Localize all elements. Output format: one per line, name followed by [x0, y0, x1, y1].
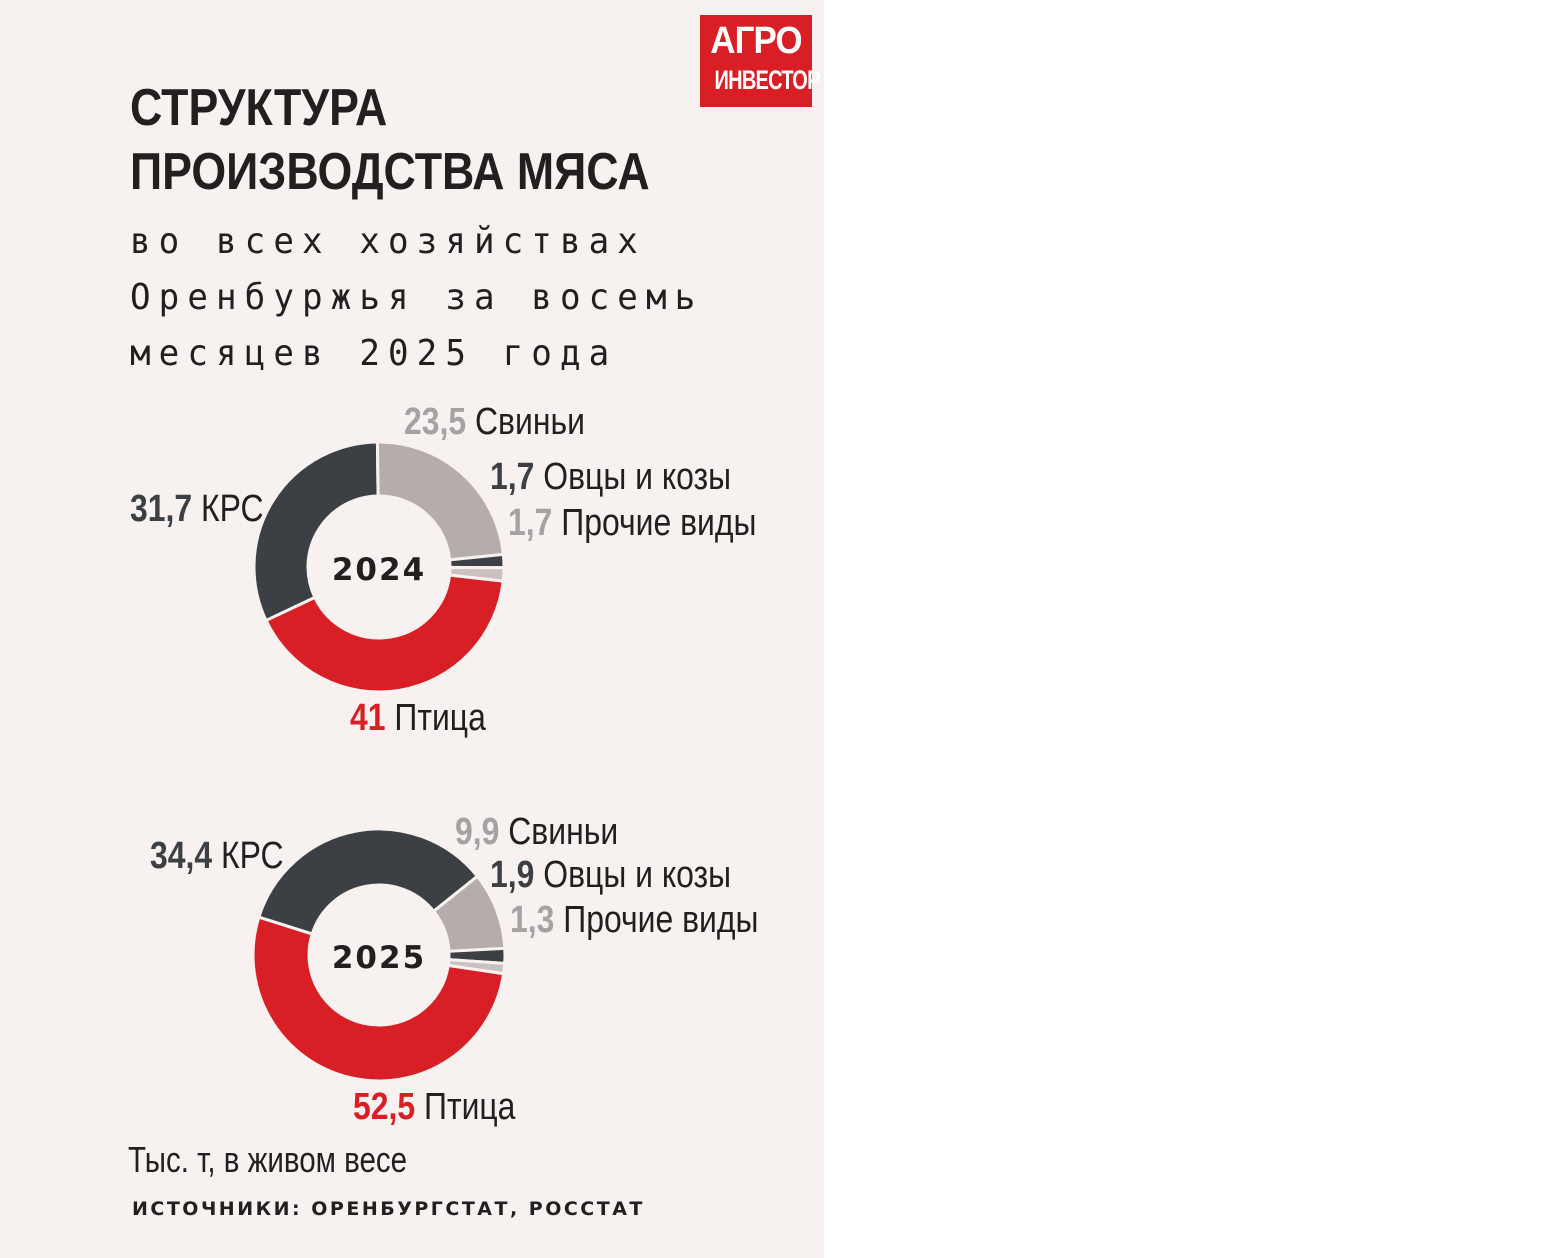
value-2025-pigs: 9,9 [455, 811, 500, 853]
slice-2025-cattle [256, 827, 480, 936]
name-2024-poultry: Птица [394, 697, 486, 739]
label-2025-sheep-goats: 1,9 Овцы и козы [490, 853, 731, 897]
name-2025-other: Прочие виды [563, 899, 759, 941]
slice-2025-poultry [251, 915, 506, 1083]
value-2025-cattle: 34,4 [150, 835, 213, 877]
label-2024-cattle: 31,7 КРС [130, 487, 264, 531]
slice-2024-pigs [375, 440, 506, 562]
donut-2024-center-label: 2024 [332, 552, 426, 588]
slice-2024-cattle [252, 440, 380, 623]
donut-chart-2024: 2024 [252, 440, 506, 694]
slice-2025-other [446, 958, 507, 976]
label-2025-poultry: 52,5 Птица [353, 1085, 515, 1129]
donut-2025-slices [251, 827, 507, 1083]
label-2025-cattle: 34,4 КРС [150, 834, 284, 878]
source-note: ИСТОЧНИКИ: ОРЕНБУРГСТАТ, РОССТАТ [132, 1198, 645, 1220]
name-2024-sheep-goats: Овцы и козы [543, 456, 732, 498]
value-2024-cattle: 31,7 [130, 488, 193, 530]
value-2025-sheep-goats: 1,9 [490, 854, 535, 896]
subtitle-line-3: месяцев 2025 года [130, 333, 618, 374]
subtitle-line-1: во всех хозяйствах [130, 221, 646, 262]
value-2025-other: 1,3 [510, 899, 555, 941]
value-2024-other: 1,7 [508, 502, 553, 544]
name-2025-pigs: Свиньи [508, 811, 619, 853]
value-2025-poultry: 52,5 [353, 1086, 416, 1128]
label-2025-pigs: 9,9 Свиньи [455, 810, 618, 854]
value-2024-poultry: 41 [350, 697, 386, 739]
label-2024-pigs: 23,5 Свиньи [404, 400, 585, 444]
label-2024-poultry: 41 Птица [350, 696, 486, 740]
label-2024-sheep-goats: 1,7 Овцы и козы [490, 455, 731, 499]
name-2025-poultry: Птица [424, 1086, 516, 1128]
logo-line-1: АГРО [710, 20, 802, 62]
name-2024-cattle: КРС [201, 488, 264, 530]
title-line-2: ПРОИЗВОДСТВА МЯСА [130, 143, 650, 201]
name-2024-pigs: Свиньи [475, 401, 585, 443]
donut-chart-2025: 2025 [251, 827, 507, 1083]
value-2024-pigs: 23,5 [404, 401, 467, 443]
label-2025-other: 1,3 Прочие виды [510, 898, 758, 942]
slice-2024-poultry [263, 573, 505, 694]
name-2025-sheep-goats: Овцы и козы [543, 854, 732, 896]
chart-title: СТРУКТУРА ПРОИЗВОДСТВА МЯСА [130, 76, 650, 204]
name-2024-other: Прочие виды [561, 502, 757, 544]
slice-2024-other [447, 565, 506, 583]
title-line-1: СТРУКТУРА [130, 79, 388, 137]
donut-2025-center-label: 2025 [332, 940, 426, 976]
donut-2024-slices [252, 440, 506, 694]
agroinvestor-logo: АГРО ИНВЕСТОР [700, 15, 820, 107]
infographic-panel: АГРО ИНВЕСТОР СТРУКТУРА ПРОИЗВОДСТВА МЯС… [0, 0, 824, 1258]
name-2025-cattle: КРС [221, 835, 284, 877]
label-2024-other: 1,7 Прочие виды [508, 501, 756, 545]
subtitle-line-2: Оренбуржья за восемь [130, 277, 704, 318]
units-note: Тыс. т, в живом весе [128, 1139, 408, 1180]
value-2024-sheep-goats: 1,7 [490, 456, 535, 498]
chart-subtitle: во всех хозяйствах Оренбуржья за восемь … [130, 214, 703, 382]
